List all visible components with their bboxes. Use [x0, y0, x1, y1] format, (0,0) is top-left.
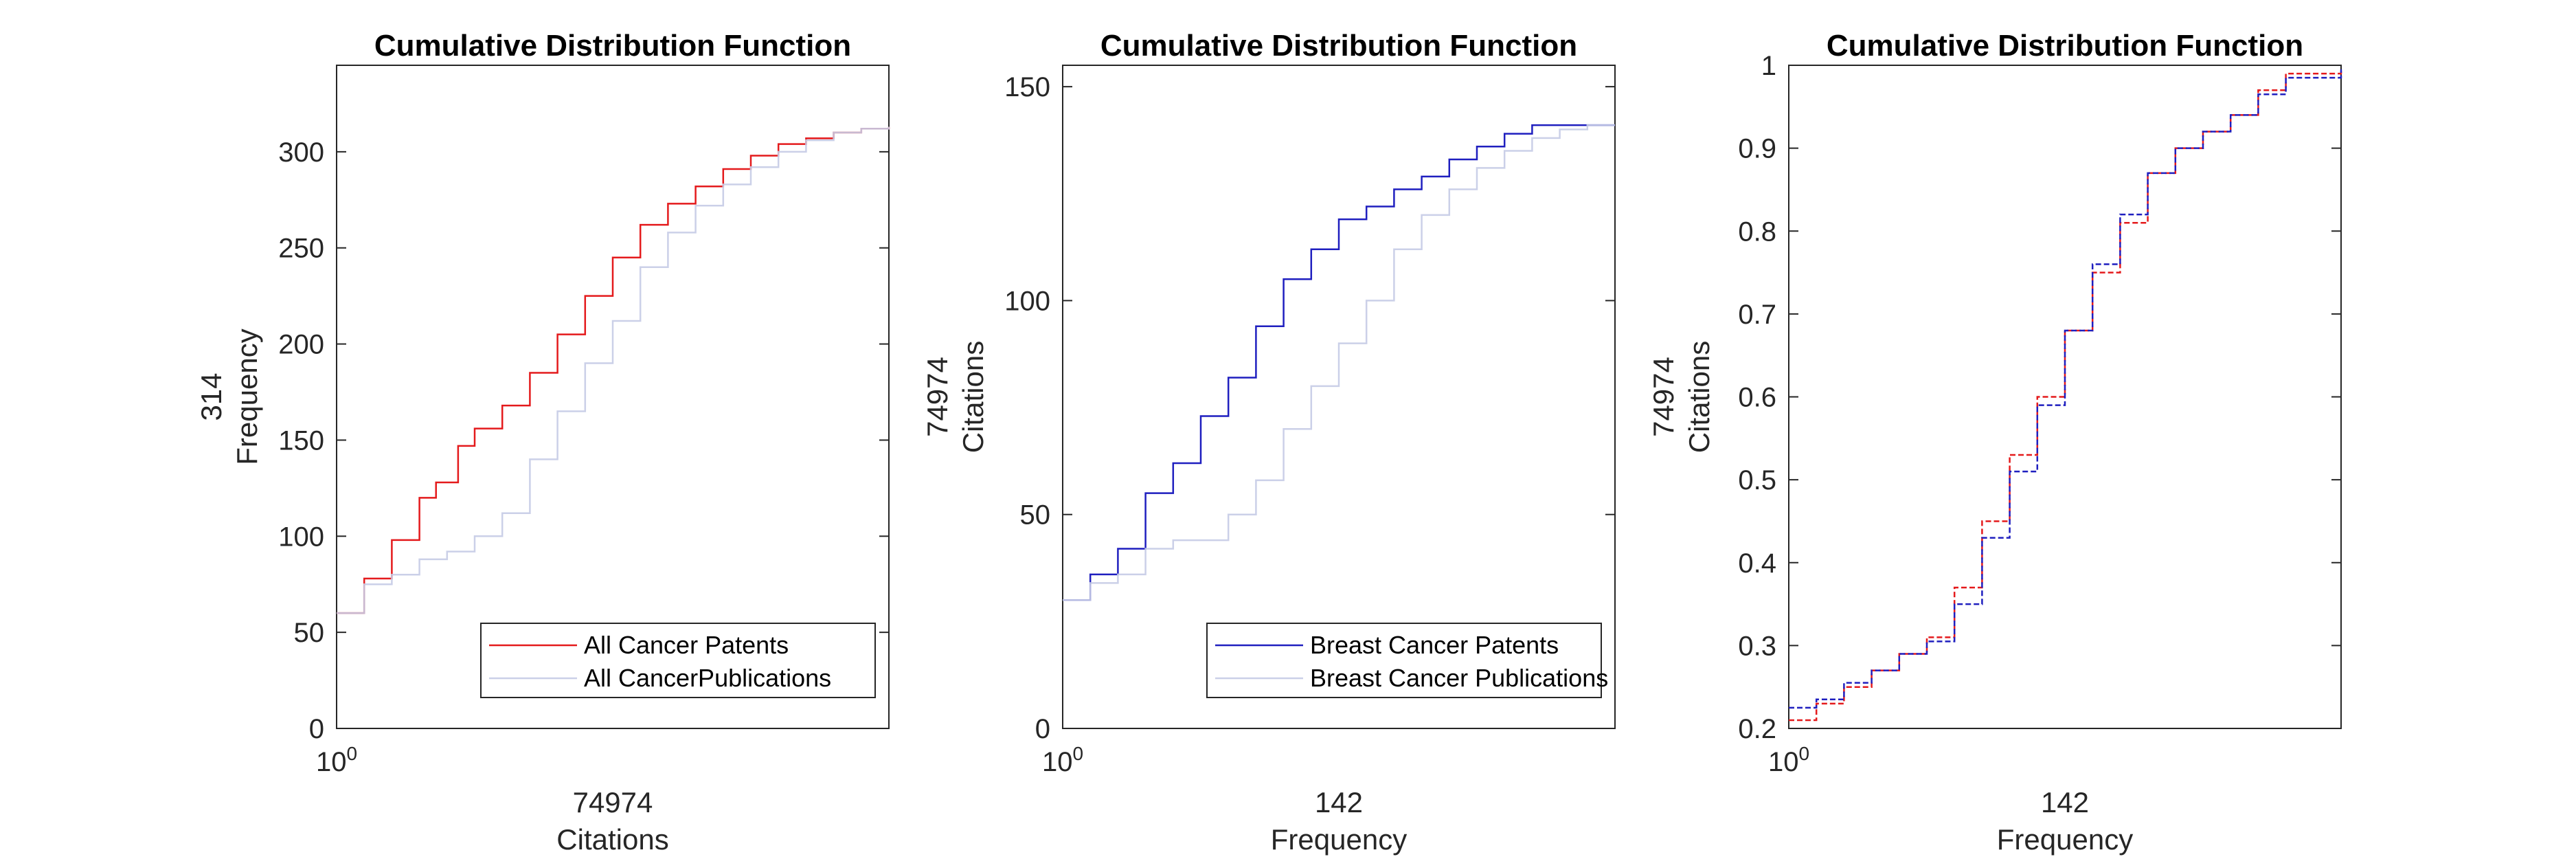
- y-tick-label: 200: [278, 330, 324, 360]
- axes-box: [1062, 65, 1616, 729]
- x-tick-label: 100: [1042, 743, 1083, 777]
- x-axis-label-line1: 142: [1315, 786, 1363, 818]
- y-tick-label: 0.9: [1738, 134, 1776, 164]
- x-axis-label-line2: Citations: [556, 823, 668, 856]
- y-axis-label-line2: Citations: [957, 341, 989, 453]
- y-tick-label: 0.6: [1738, 383, 1776, 413]
- y-tick-label: 50: [1020, 500, 1051, 531]
- series-line-2: [1063, 124, 1615, 601]
- y-axis-label-line1: 74974: [1647, 357, 1680, 437]
- chart-panel-1: Cumulative Distribution Function 0 50 100 15…: [195, 29, 890, 856]
- legend-label: All Cancer Patents: [584, 631, 789, 659]
- y-tick-label: 250: [278, 234, 324, 264]
- series-line-1: [337, 126, 890, 614]
- series-line-2: [1789, 69, 2342, 709]
- y-tick-label: 100: [278, 522, 324, 552]
- axes-box: [336, 65, 890, 729]
- legend-box: [1206, 623, 1602, 698]
- x-axis-label-line1: 142: [2041, 786, 2089, 818]
- legend-label: Breast Cancer Publications: [1310, 664, 1608, 692]
- y-axis-label-line2: Citations: [1683, 341, 1715, 453]
- chart-panel-3: Cumulative Distribution Function 0.2 0.3 0.…: [1647, 29, 2342, 856]
- series-line-2: [337, 126, 890, 614]
- y-tick-label: 100: [1004, 286, 1050, 316]
- y-tick-label: 0: [1035, 714, 1050, 744]
- x-tick-label: 100: [1768, 743, 1809, 777]
- legend: Breast Cancer Patents Breast Cancer Publi…: [1206, 623, 1608, 698]
- chart-title: Cumulative Distribution Function: [374, 29, 851, 63]
- chart-title: Cumulative Distribution Function: [1100, 29, 1577, 63]
- chart-title: Cumulative Distribution Function: [1827, 29, 2303, 63]
- series-line-1: [1063, 124, 1615, 601]
- x-axis-label-line1: 74974: [573, 786, 653, 818]
- legend: All Cancer Patents All CancerPublications: [480, 623, 876, 698]
- chart-panel-2: Cumulative Distribution Function 0 50 100 15…: [921, 29, 1616, 856]
- y-tick-label: 50: [294, 618, 325, 648]
- legend-label: All CancerPublications: [584, 664, 831, 692]
- y-axis-label-line1: 314: [195, 372, 227, 421]
- legend-box: [480, 623, 876, 698]
- y-axis-label-line1: 74974: [921, 357, 953, 437]
- x-axis-label-line2: Frequency: [1997, 823, 2133, 856]
- y-tick-label: 150: [278, 425, 324, 456]
- y-tick-label: 0.8: [1738, 216, 1776, 247]
- y-tick-label: 0.2: [1738, 714, 1776, 744]
- x-axis-label-line2: Frequency: [1271, 823, 1407, 856]
- legend-label: Breast Cancer Patents: [1310, 631, 1559, 659]
- x-tick-label: 100: [316, 743, 357, 777]
- y-tick-label: 0.5: [1738, 465, 1776, 495]
- y-tick-label: 0.7: [1738, 300, 1776, 330]
- y-tick-label: 150: [1004, 72, 1050, 102]
- y-tick-label: 0.3: [1738, 631, 1776, 661]
- y-tick-label: 300: [278, 137, 324, 168]
- series-line-1: [1789, 69, 2342, 722]
- y-tick-label: 0: [309, 714, 324, 744]
- y-axis-label-line2: Frequency: [231, 328, 263, 465]
- y-tick-label: 1: [1761, 51, 1776, 81]
- y-tick-label: 0.4: [1738, 548, 1776, 579]
